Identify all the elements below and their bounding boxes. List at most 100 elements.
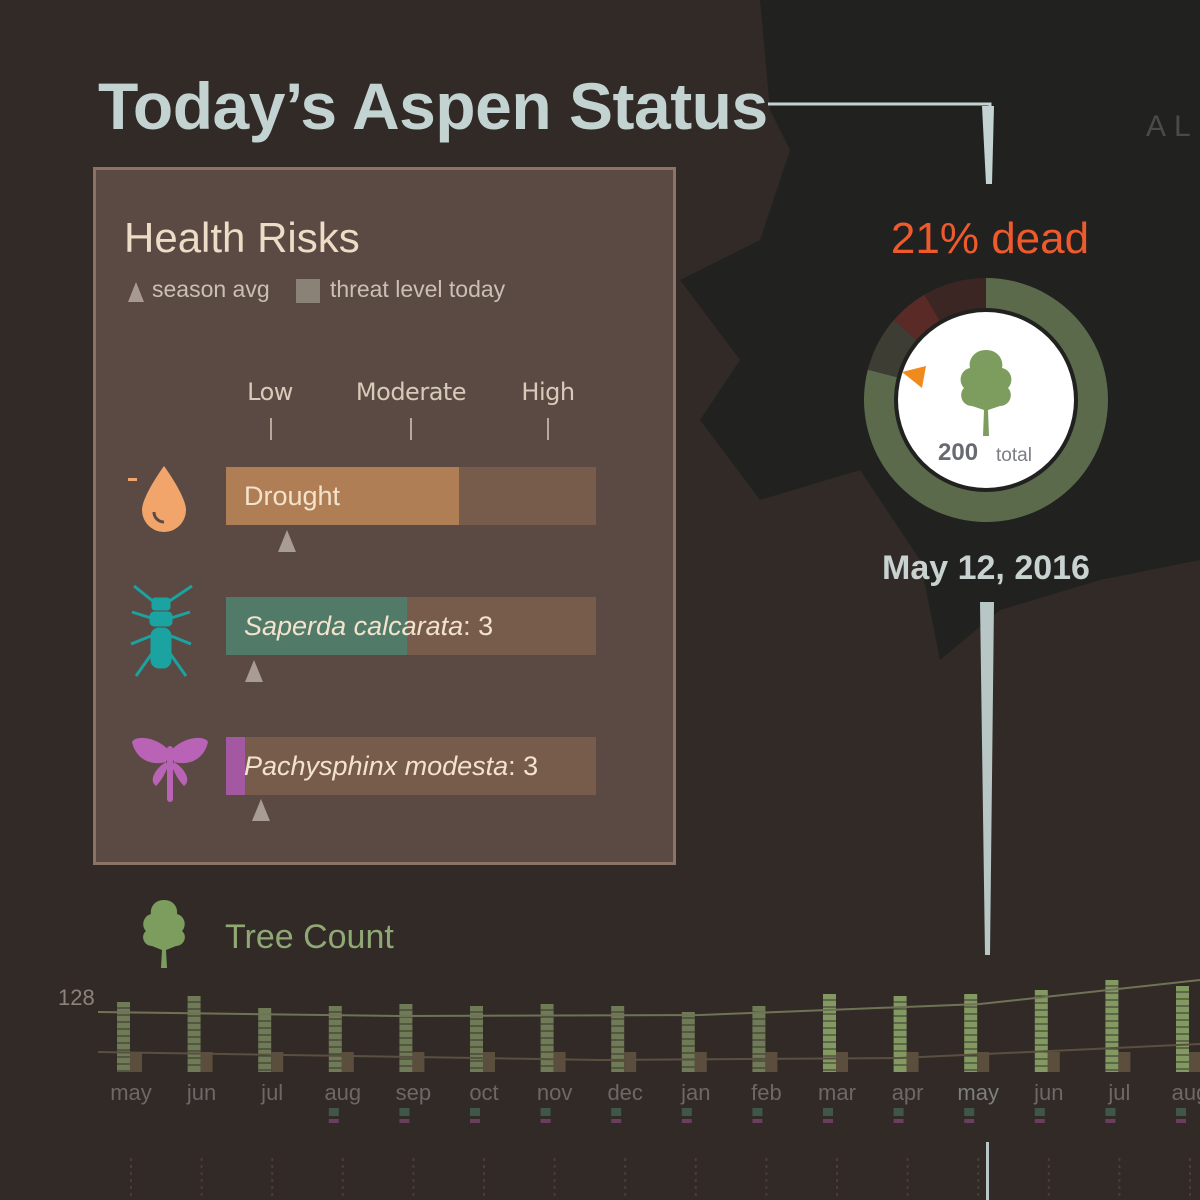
moth-count-mark bbox=[611, 1119, 622, 1123]
tree-count-bar bbox=[1105, 980, 1119, 1072]
moth-icon bbox=[132, 737, 208, 802]
tree-count-icon bbox=[143, 900, 185, 968]
scale-moderate: Moderate bbox=[355, 378, 467, 406]
y-axis-max-label: 128 bbox=[58, 985, 95, 1010]
risk-fill-drought bbox=[226, 467, 460, 525]
donut-segment-dead-old bbox=[867, 320, 917, 378]
month-label: dec bbox=[607, 1080, 643, 1105]
month-label: jun bbox=[186, 1080, 217, 1105]
panel-title: Health Risks bbox=[124, 214, 360, 261]
dead-count-bar bbox=[906, 1052, 919, 1072]
scale-low: Low bbox=[247, 378, 293, 406]
dead-count-bar bbox=[483, 1052, 495, 1072]
risk-fill-saperda bbox=[226, 597, 408, 655]
dead-count-bar bbox=[553, 1052, 566, 1072]
threat-level-legend-icon bbox=[296, 279, 320, 303]
moth-count-mark bbox=[1105, 1119, 1116, 1123]
moth-count-mark bbox=[540, 1119, 551, 1123]
legend-season-avg: season avg bbox=[152, 276, 270, 302]
month-label: jul bbox=[261, 1080, 284, 1105]
beetle-count-mark bbox=[893, 1108, 904, 1116]
season-avg-marker-saperda bbox=[244, 660, 263, 682]
trend-line bbox=[97, 979, 1200, 1018]
dead-count-bar bbox=[271, 1052, 284, 1072]
month-label: aug bbox=[1171, 1080, 1200, 1105]
moth-count-mark bbox=[399, 1119, 410, 1123]
risk-label-pachysphinx: Pachysphinx modesta: 3 bbox=[244, 751, 539, 781]
health-risks-panel: Health Risks season avg threat level tod… bbox=[93, 167, 676, 865]
season-avg-marker-pachysphinx bbox=[252, 799, 271, 821]
tree-count-timeline bbox=[97, 979, 1200, 1200]
month-label: may bbox=[957, 1080, 999, 1105]
page-title: Today’s Aspen Status bbox=[98, 69, 768, 143]
tree-count-bar bbox=[1176, 986, 1189, 1072]
month-label: oct bbox=[469, 1080, 499, 1105]
legend: season avg threat level today bbox=[124, 276, 584, 306]
risk-label-drought: Drought bbox=[244, 481, 341, 511]
tree-count-bar bbox=[117, 1002, 130, 1072]
beetle-count-mark bbox=[1105, 1108, 1116, 1116]
donut-segment-dead-recent bbox=[893, 294, 940, 340]
beetle-count-mark bbox=[681, 1108, 692, 1116]
month-label: aug bbox=[324, 1080, 362, 1105]
month-label: jun bbox=[1034, 1080, 1064, 1105]
beetle-count-mark bbox=[752, 1108, 763, 1116]
dead-count-bar bbox=[836, 1052, 848, 1072]
risk-bar-saperda: Saperda calcarata: 3 bbox=[226, 597, 596, 655]
moth-count-mark bbox=[893, 1119, 904, 1123]
dead-count-bar bbox=[1047, 1052, 1060, 1072]
dead-count-bar bbox=[130, 1052, 142, 1072]
moth-count-mark bbox=[470, 1119, 480, 1123]
beetle-count-mark bbox=[823, 1108, 833, 1116]
tree-count-title: Tree Count bbox=[225, 918, 394, 956]
beetle-count-mark bbox=[328, 1108, 339, 1116]
month-label: apr bbox=[891, 1080, 924, 1105]
tree-count-bar bbox=[893, 996, 907, 1072]
beetle-count-mark bbox=[399, 1108, 410, 1116]
moth-count-mark bbox=[752, 1119, 763, 1123]
moth-count-mark bbox=[681, 1119, 692, 1123]
scale-tick-moderate bbox=[410, 418, 412, 440]
tree-count-bar bbox=[470, 1006, 483, 1072]
dead-count-bar bbox=[694, 1052, 707, 1072]
percent-dead-label: 21% dead bbox=[890, 214, 1090, 263]
scale-tick-high bbox=[547, 418, 549, 440]
dead-count-bar bbox=[1118, 1052, 1131, 1072]
status-donut bbox=[864, 278, 1108, 522]
legend-threat-today: threat level today bbox=[330, 276, 506, 302]
moth-count-mark bbox=[823, 1119, 833, 1123]
month-label: jan bbox=[681, 1080, 711, 1105]
tree-count-bar bbox=[752, 1006, 766, 1072]
beetle-count-mark bbox=[964, 1108, 975, 1116]
moth-count-mark bbox=[1176, 1119, 1186, 1123]
risk-label-saperda: Saperda calcarata: 3 bbox=[244, 611, 494, 641]
risk-fill-pachysphinx bbox=[226, 737, 245, 795]
corner-label: AL bbox=[1146, 110, 1199, 143]
tree-count-bar bbox=[187, 996, 201, 1072]
month-label: feb bbox=[751, 1080, 782, 1105]
tree-count-bar bbox=[964, 994, 978, 1072]
risk-bar-drought: Drought bbox=[226, 467, 596, 525]
dead-count-bar bbox=[200, 1052, 213, 1072]
month-label: mar bbox=[818, 1080, 856, 1105]
dead-count-bar bbox=[765, 1052, 778, 1072]
beetle-count-mark bbox=[540, 1108, 551, 1116]
date-connector-lower bbox=[986, 1142, 989, 1200]
beetle-count-mark bbox=[1034, 1108, 1045, 1116]
moth-count-mark bbox=[1034, 1119, 1045, 1123]
tree-count-bar bbox=[681, 1012, 695, 1072]
donut-segment-dead-prior bbox=[924, 278, 986, 321]
dead-count-bar bbox=[1189, 1052, 1200, 1072]
moth-count-mark bbox=[328, 1119, 339, 1123]
beetle-count-mark bbox=[611, 1108, 622, 1116]
month-label: nov bbox=[536, 1080, 573, 1105]
date-connector bbox=[980, 602, 994, 955]
tree-count-bar bbox=[823, 994, 836, 1072]
season-avg-legend-icon bbox=[128, 282, 144, 302]
water-drop-icon bbox=[128, 466, 186, 532]
total-label: total bbox=[996, 445, 1032, 466]
season-marker-icon bbox=[902, 366, 926, 388]
risk-bar-pachysphinx: Pachysphinx modesta: 3 bbox=[226, 737, 596, 795]
dead-count-bar bbox=[977, 1052, 990, 1072]
scale-high: High bbox=[521, 378, 575, 406]
